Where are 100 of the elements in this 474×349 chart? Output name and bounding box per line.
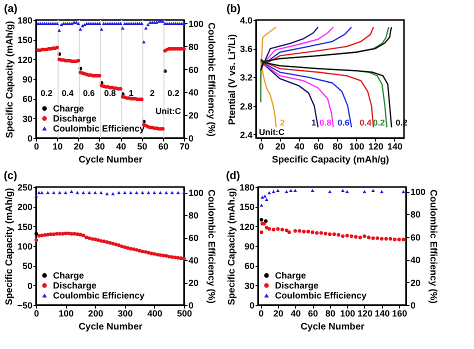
legend-label: Coulombic Efficiency: [53, 124, 145, 134]
x-tick-label: 80: [325, 308, 336, 318]
y-tick-label: 150: [17, 222, 32, 232]
x-tick-label: 0: [258, 142, 264, 152]
x-tick-label: 160: [392, 308, 408, 318]
y-axis-title: Specific Capacity (mAh.g): [226, 188, 238, 306]
y-tick-label: 100: [17, 242, 32, 252]
x-tick-label: 60: [158, 142, 168, 152]
legend-label: Discharge: [53, 280, 97, 290]
y-tick-label: 120: [17, 54, 32, 65]
y2-tick-label: 60: [188, 233, 199, 244]
chart-title: (d): [226, 170, 240, 182]
y2-tick-label: 0: [188, 134, 194, 144]
x-tick-label: 40: [290, 308, 301, 318]
y-tick-label: 90: [244, 242, 254, 252]
x-tick-label: 40: [116, 142, 126, 152]
y2-tick-label: 60: [188, 64, 199, 75]
y-axis-title: Specific Capacity (mAh/g): [4, 188, 16, 306]
legend-label: Discharge: [53, 114, 97, 124]
x-tick-label: 100: [349, 142, 364, 152]
y2-tick-label: 60: [410, 232, 421, 242]
chart-title: (b): [226, 3, 241, 15]
y2-tick-label: 80: [410, 210, 421, 220]
annotation: 0.4: [62, 88, 74, 98]
x-tick-label: 400: [147, 308, 162, 318]
y2-tick-label: 80: [188, 42, 199, 52]
y-tick-label: 30: [244, 280, 254, 291]
y2-tick-label: 80: [188, 210, 199, 221]
x-tick-label: 500: [176, 308, 192, 318]
y-tick-label: 90: [22, 74, 32, 84]
y-tick-label: −50: [17, 300, 32, 310]
y2-axis-title: Coulombic Efficiency (%): [206, 22, 217, 137]
series-label: 0.6: [338, 117, 350, 128]
annotation: 0.6: [82, 88, 96, 98]
x-axis-title: Cycle Number: [78, 322, 143, 332]
y-tick-label: 120: [239, 222, 254, 232]
legend-label: Coulombic Efficiency: [275, 290, 367, 300]
x-tick-label: 300: [118, 308, 133, 318]
x-tick-label: 40: [294, 142, 304, 152]
annotation: 0.8: [104, 88, 116, 98]
x-axis-title: Specific Capacity (mAh/g): [272, 154, 390, 166]
x-tick-label: 0: [258, 308, 264, 318]
y2-tick-label: 100: [188, 18, 204, 29]
y-tick-label: 0: [27, 280, 32, 291]
x-tick-label: 140: [387, 142, 402, 152]
y-tick-label: 180: [17, 16, 32, 26]
chart-title: (a): [4, 3, 18, 15]
y-tick-label: 150: [17, 35, 32, 46]
x-tick-label: 20: [275, 142, 286, 152]
x-tick-label: 20: [273, 308, 284, 318]
legend-label: Charge: [53, 104, 84, 114]
y-tick-label: 4.0: [240, 16, 252, 26]
series-label: 0.4: [360, 117, 372, 128]
x-tick-label: 20: [74, 142, 84, 152]
annotation: 0.2: [40, 88, 53, 98]
legend-label: Discharge: [275, 280, 319, 290]
y2-tick-label: 20: [188, 110, 199, 121]
y-axis-title: Ptential (V vs. Li⁺/Li): [226, 34, 238, 125]
y2-tick-label: 100: [410, 187, 426, 198]
y-tick-label: 50: [22, 261, 32, 272]
y2-tick-label: 0: [188, 300, 194, 310]
annotation: 2: [150, 88, 155, 98]
x-tick-label: 100: [340, 308, 356, 318]
y-tick-label: 3.6: [240, 44, 252, 54]
y2-axis-title: Coulombic Efficiency (%): [206, 189, 217, 304]
y-tick-label: 30: [22, 114, 32, 124]
legend-label: Charge: [53, 270, 84, 280]
annotation: Unit:C: [156, 106, 181, 116]
y2-tick-label: 20: [188, 278, 199, 288]
y2-tick-label: 0: [410, 300, 416, 310]
x-tick-label: 0: [34, 308, 40, 318]
y-tick-label: 250: [17, 182, 32, 192]
y2-tick-label: 20: [410, 278, 421, 288]
y-tick-label: 0: [249, 300, 254, 310]
annotation: 0.2: [168, 88, 180, 98]
x-tick-label: 50: [137, 142, 148, 152]
y-tick-label: 200: [17, 202, 32, 212]
y2-axis-title: Coulombic Efficiency (%): [428, 189, 439, 304]
x-tick-label: 140: [374, 308, 390, 318]
y-tick-label: 2.4: [240, 130, 252, 140]
y-tick-label: 150: [239, 202, 254, 212]
x-tick-label: 60: [308, 308, 318, 318]
y2-tick-label: 40: [188, 88, 199, 98]
x-tick-label: 70: [179, 142, 190, 152]
x-tick-label: 80: [332, 142, 343, 152]
y-tick-label: 60: [244, 261, 254, 272]
y2-tick-label: 40: [410, 255, 421, 266]
chart-title: (c): [4, 170, 18, 182]
x-tick-label: 10: [52, 142, 63, 152]
series-label: 2: [280, 117, 286, 128]
x-tick-label: 120: [368, 142, 384, 152]
y2-tick-label: 100: [188, 188, 204, 198]
x-tick-label: 100: [58, 308, 74, 318]
x-tick-label: 0: [34, 142, 40, 152]
x-tick-label: 120: [357, 308, 372, 318]
y2-tick-label: 40: [188, 256, 199, 266]
y-axis-title: Specific Capacity (mAh/g): [4, 20, 16, 138]
x-tick-label: 30: [94, 142, 105, 152]
x-axis-title: Cycle Number: [300, 322, 365, 332]
series-label: 1: [311, 117, 316, 128]
